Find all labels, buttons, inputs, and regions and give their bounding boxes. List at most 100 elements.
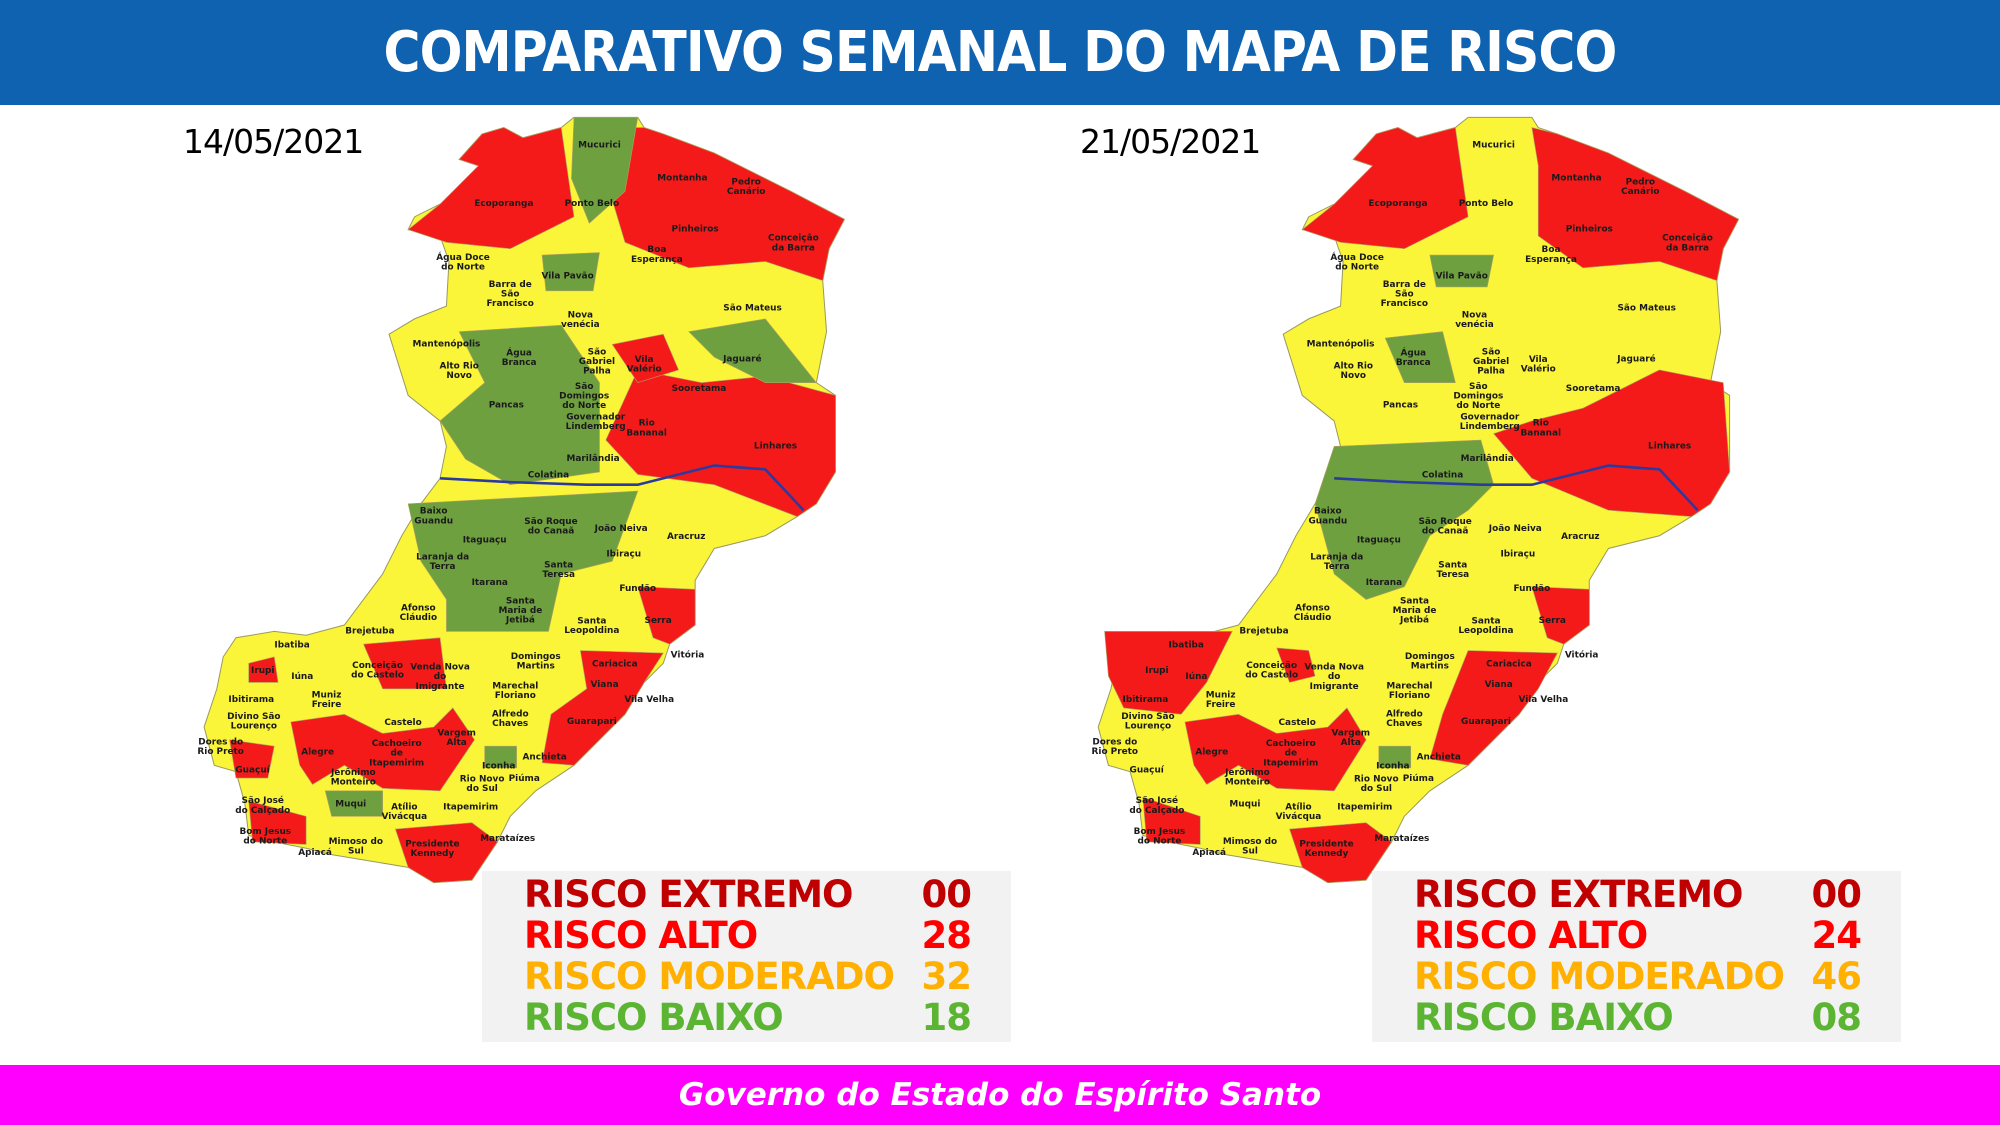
municipality-label: Ibitirama (228, 695, 274, 705)
municipality-label: Ponto Belo (1459, 199, 1513, 209)
municipality-label: Vila Valério (1521, 355, 1556, 375)
municipality-label: Governador Lindemberg (566, 412, 626, 432)
legend-label: RISCO EXTREMO (1414, 873, 1743, 916)
legend-extremo: RISCO EXTREMO 00 (524, 873, 972, 916)
municipality-label: Vila Pavão (542, 272, 594, 282)
municipality-label: Mimoso do Sul (1223, 837, 1277, 857)
region-risco-alto (394, 822, 498, 883)
municipality-label: Água Doce do Norte (436, 251, 490, 273)
municipality-label: Viana (591, 680, 619, 690)
municipality-label: Itapemirim (443, 802, 498, 812)
municipality-label: Montanha (1551, 173, 1601, 183)
municipality-label: Itarana (472, 578, 508, 588)
municipality-label: Rio Bananal (1521, 419, 1562, 439)
region-risco-baixo (439, 324, 600, 486)
municipality-label: Jerônimo Monteiro (330, 767, 376, 788)
municipality-label: Iconha (482, 761, 515, 771)
municipality-label: Sooretama (672, 384, 727, 394)
municipality-label: Santa Leopoldina (1458, 616, 1513, 636)
municipality-label: Vila Velha (1518, 695, 1568, 705)
municipality-label: Muqui (1229, 800, 1260, 810)
municipality-label: Piúma (509, 774, 540, 784)
municipality-label: Santa Leopoldina (564, 616, 619, 636)
legend-count: 00 (1811, 873, 1862, 916)
municipality-label: Montanha (657, 173, 707, 183)
legend-right: RISCO EXTREMO 00 RISCO ALTO 24 RISCO MODER… (1372, 871, 1901, 1042)
municipality-label: Itarana (1366, 578, 1402, 588)
region-risco-alto (229, 739, 275, 779)
municipality-label: Itaguaçu (463, 536, 507, 546)
municipality-label: Domingos Martins (511, 652, 561, 672)
municipality-label: Vitória (671, 650, 705, 661)
legend-count: 28 (921, 914, 972, 957)
municipality-label: Laranja da Terra (416, 553, 469, 573)
municipality-label: São Gabriel Palha (579, 348, 615, 377)
municipality-label: Presidente Kennedy (405, 840, 459, 860)
municipality-label: São José do Calçado (235, 795, 290, 816)
municipality-label: Fundão (619, 584, 656, 594)
municipality-label: João Neiva (594, 524, 648, 534)
municipality-label: Marataízes (1374, 834, 1429, 844)
municipality-label: Rio Bananal (626, 419, 667, 439)
municipality-label: Marechal Floriano (1386, 681, 1432, 701)
municipality-label: Vargem Alta (1332, 729, 1371, 749)
municipality-label: Marataízes (480, 834, 535, 844)
region-risco-alto (541, 650, 664, 766)
municipality-label: Santa Teresa (542, 560, 575, 580)
municipality-label: Guaçuí (1130, 765, 1165, 775)
municipality-label: Iúna (291, 672, 313, 682)
municipality-label: Água Branca (1396, 347, 1431, 369)
municipality-label: Mantenópolis (412, 338, 480, 349)
municipality-label: Itapemirim (1337, 802, 1392, 812)
region-risco-baixo (541, 252, 600, 292)
municipality-label: Baixo Guandu (1308, 507, 1347, 527)
region-risco-alto (637, 586, 696, 645)
municipality-label: Pedro Canário (727, 178, 765, 198)
municipality-label: Ecoporanga (474, 199, 533, 209)
region-risco-alto (1531, 127, 1739, 282)
municipality-label: Linhares (754, 441, 797, 451)
region-risco-alto (1429, 650, 1558, 766)
municipality-label: Irupi (251, 666, 274, 676)
region-risco-baixo (571, 117, 639, 224)
region-risco-alto (1301, 127, 1469, 250)
legend-alto: RISCO ALTO 24 (1414, 916, 1862, 956)
legend-baixo: RISCO BAIXO 18 (524, 998, 972, 1038)
municipality-label: Pedro Canário (1621, 178, 1659, 198)
legend-label: RISCO EXTREMO (524, 873, 853, 916)
municipality-label: Ibiraçu (1500, 550, 1535, 560)
municipality-label: Serra (1539, 616, 1566, 626)
region-risco-alto (1184, 707, 1367, 792)
municipality-label: São Mateus (1617, 304, 1675, 314)
municipality-label: Barra de São Francisco (487, 280, 534, 309)
municipality-label: Vila Pavão (1436, 272, 1488, 282)
municipality-label: Itaguaçu (1357, 536, 1401, 546)
legend-label: RISCO ALTO (524, 914, 758, 957)
region-risco-alto (1142, 796, 1201, 845)
risk-map-21-05: Mucurici Montanha Pedro Canário Ecoporanga Po… (1092, 116, 1740, 884)
municipality-label: Marilândia (1461, 454, 1514, 464)
region-risco-alto (248, 800, 307, 845)
legend-moderado: RISCO MODERADO 32 (524, 955, 972, 998)
municipality-label: Iúna (1185, 672, 1207, 682)
legend-count: 08 (1811, 996, 1862, 1039)
municipality-label: Alto Rio Novo (1334, 361, 1373, 381)
municipality-label: Marechal Floriano (492, 681, 538, 701)
municipality-label: Mimoso do Sul (329, 837, 383, 857)
municipality-label: Alto Rio Novo (439, 361, 478, 381)
legend-moderado: RISCO MODERADO 46 (1414, 957, 1862, 997)
municipality-label: Água Branca (502, 347, 537, 369)
map-date-left: 14/05/2021 (183, 122, 364, 161)
municipality-label: Colatina (1422, 471, 1463, 481)
municipality-label: Brejetuba (1239, 626, 1288, 636)
municipality-label: Ibatiba (274, 640, 309, 650)
legend-label: RISCO MODERADO (524, 955, 895, 998)
municipality-label: Anchieta (523, 753, 567, 763)
municipality-label: Apiacá (1192, 848, 1226, 858)
municipality-label: Governador Lindemberg (1460, 412, 1520, 432)
legend-extremo: RISCO EXTREMO 00 (1414, 873, 1862, 916)
region-risco-alto (605, 369, 836, 517)
municipality-label: Pinheiros (1566, 225, 1613, 235)
municipality-label: Marilândia (567, 454, 620, 464)
